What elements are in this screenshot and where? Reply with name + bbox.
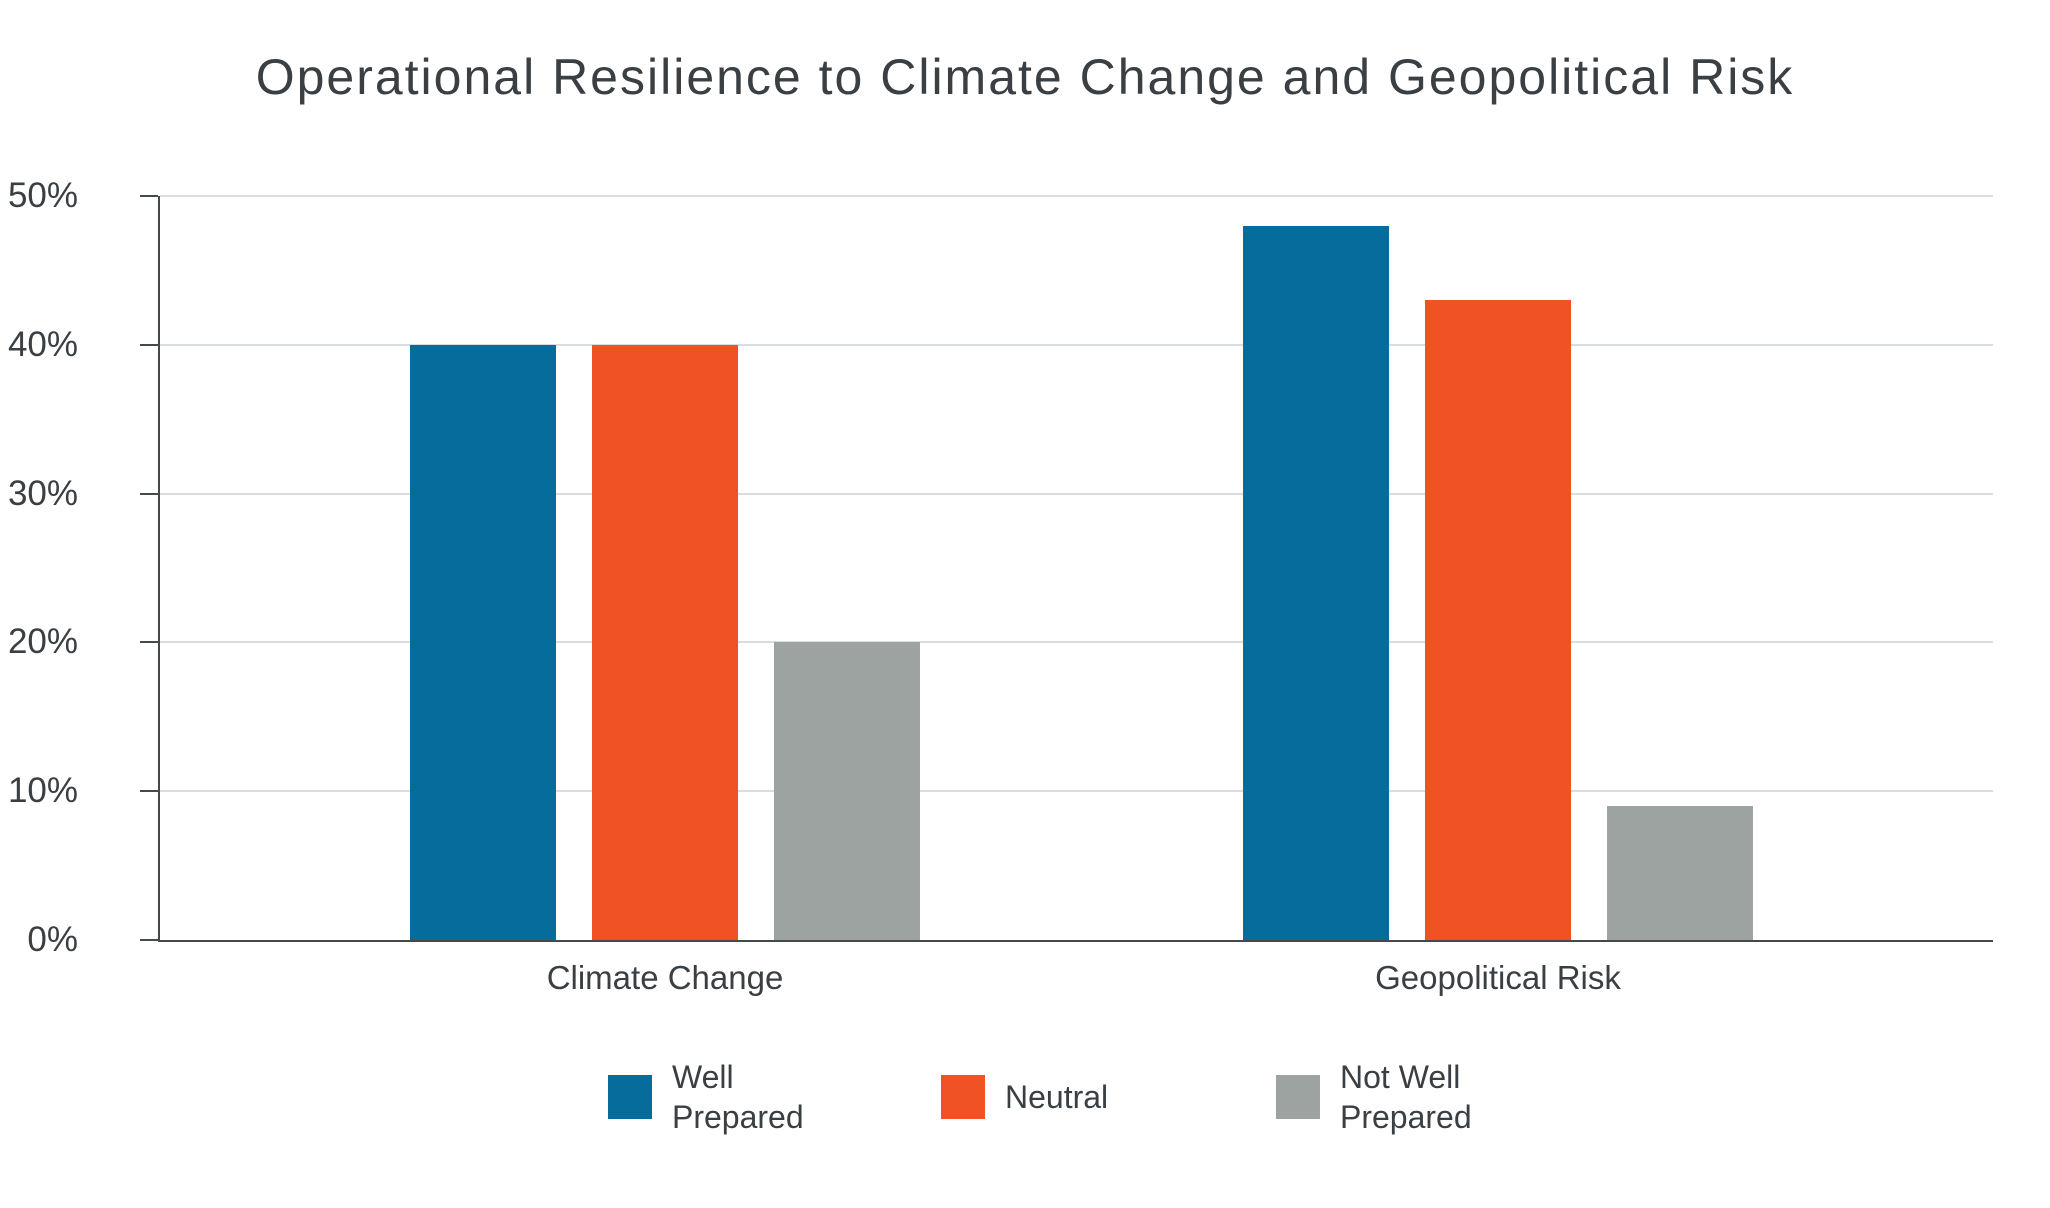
legend-swatch-well-prepared <box>608 1075 652 1119</box>
y-tick-mark-0 <box>140 939 158 941</box>
y-axis-line <box>158 196 160 940</box>
y-tick-mark-10 <box>140 790 158 793</box>
legend-label-well-prepared: Well Prepared <box>672 1059 804 1135</box>
y-tick-mark-20 <box>140 641 158 644</box>
bar-geopolitical-risk-not-well-prepared[interactable] <box>1607 806 1753 940</box>
y-tick-label-10: 10% <box>7 771 78 811</box>
gridline-40 <box>160 343 1993 346</box>
legend-swatch-neutral <box>941 1075 985 1119</box>
y-tick-label-0: 0% <box>27 920 78 959</box>
bar-geopolitical-risk-well-prepared[interactable] <box>1243 225 1389 940</box>
x-category-label-geopolitical-risk: Geopolitical Risk <box>1375 959 1621 996</box>
plot-area: 0% 10% 20% 30% 40% 50% Climate Change Geopoliti… <box>8 178 1993 996</box>
legend-label-neutral: Neutral <box>1005 1079 1109 1115</box>
bar-geopolitical-risk-neutral[interactable] <box>1425 300 1571 940</box>
gridline-50 <box>160 195 1993 197</box>
gridline-30 <box>160 492 1993 495</box>
y-tick-label-20: 20% <box>7 622 78 662</box>
y-tick-mark-30 <box>140 492 158 495</box>
bar-climate-change-well-prepared[interactable] <box>410 344 556 940</box>
bar-climate-change-neutral[interactable] <box>592 344 738 940</box>
gridline-20 <box>160 641 1993 644</box>
x-axis-line <box>158 940 1993 942</box>
y-tick-mark-50 <box>140 195 158 197</box>
legend-label-not-well-prepared: Not Well Prepared <box>1340 1059 1472 1135</box>
x-category-label-climate-change: Climate Change <box>546 959 784 996</box>
y-tick-label-40: 40% <box>7 324 78 364</box>
bar-climate-change-not-well-prepared[interactable] <box>774 642 920 940</box>
chart-title: Operational Resilience to Climate Change… <box>255 49 1795 105</box>
legend: Well Prepared Neutral Not Well Prepared <box>0 1053 2050 1143</box>
legend-item-neutral[interactable]: Neutral <box>941 1053 1108 1141</box>
y-tick-label-30: 30% <box>7 473 78 513</box>
gridline-10 <box>160 790 1993 793</box>
legend-item-not-well-prepared[interactable]: Not Well Prepared <box>1276 1053 1472 1141</box>
y-tick-label-50: 50% <box>7 176 78 215</box>
y-tick-mark-40 <box>140 343 158 346</box>
legend-item-well-prepared[interactable]: Well Prepared <box>608 1053 804 1141</box>
legend-swatch-not-well-prepared <box>1276 1075 1320 1119</box>
